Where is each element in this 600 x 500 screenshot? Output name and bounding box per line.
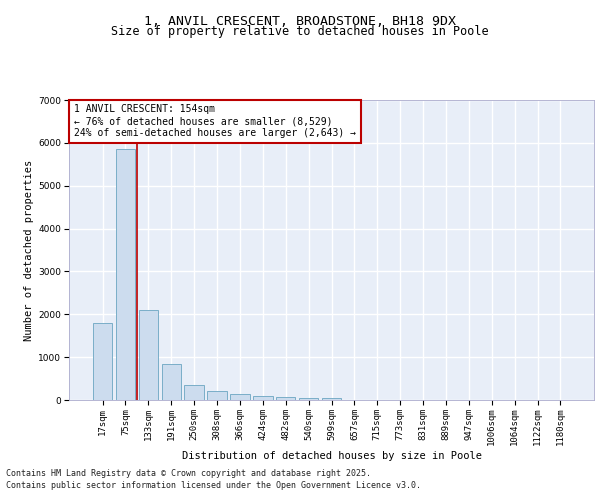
Text: 1 ANVIL CRESCENT: 154sqm
← 76% of detached houses are smaller (8,529)
24% of sem: 1 ANVIL CRESCENT: 154sqm ← 76% of detach… — [74, 104, 356, 138]
Bar — [161, 364, 181, 400]
Bar — [116, 150, 135, 400]
Bar — [230, 394, 250, 400]
Bar — [299, 398, 319, 400]
Bar — [253, 396, 272, 400]
Bar — [184, 386, 204, 400]
Bar — [322, 398, 341, 400]
Bar — [139, 310, 158, 400]
X-axis label: Distribution of detached houses by size in Poole: Distribution of detached houses by size … — [182, 451, 482, 461]
Text: Size of property relative to detached houses in Poole: Size of property relative to detached ho… — [111, 25, 489, 38]
Bar — [208, 391, 227, 400]
Text: Contains public sector information licensed under the Open Government Licence v3: Contains public sector information licen… — [6, 481, 421, 490]
Y-axis label: Number of detached properties: Number of detached properties — [24, 160, 34, 340]
Text: 1, ANVIL CRESCENT, BROADSTONE, BH18 9DX: 1, ANVIL CRESCENT, BROADSTONE, BH18 9DX — [144, 15, 456, 28]
Text: Contains HM Land Registry data © Crown copyright and database right 2025.: Contains HM Land Registry data © Crown c… — [6, 468, 371, 477]
Bar — [93, 323, 112, 400]
Bar — [276, 397, 295, 400]
